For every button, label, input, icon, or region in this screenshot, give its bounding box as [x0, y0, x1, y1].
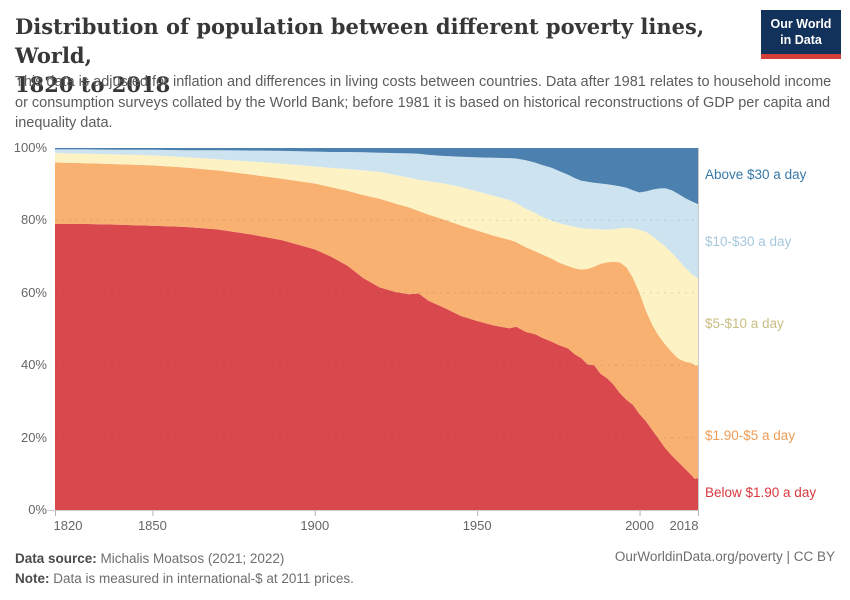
title-line-2: 1820 to 2018 [15, 72, 171, 97]
legend-label--5-10-a-day[interactable]: $5-$10 a day [705, 316, 784, 331]
chart-axes [47, 148, 699, 516]
area--1-90-5-a-day[interactable] [55, 162, 698, 479]
source-label: Data source: [15, 551, 97, 566]
y-axis-label-80: 80% [20, 212, 47, 228]
y-axis-label-100: 100% [13, 140, 47, 155]
footer-note-line: Note: Data is measured in international-… [15, 569, 835, 589]
chart-subtitle: This data is adjusted for inflation and … [15, 74, 832, 132]
area--10-30-a-day[interactable] [55, 149, 698, 279]
legend-label-above-30-a-day[interactable]: Above $30 a day [705, 167, 807, 182]
x-axis-label-2018: 2018 [669, 518, 699, 533]
legend-label-below-1-90-a-day[interactable]: Below $1.90 a day [705, 485, 817, 500]
area--5-10-a-day[interactable] [55, 153, 698, 366]
owid-logo-text: Our World in Data [761, 10, 841, 54]
note-label: Note: [15, 571, 50, 586]
x-axis-label-2000: 2000 [625, 518, 654, 533]
x-axis-label-1900: 1900 [300, 518, 330, 533]
note-value: Data is measured in international-$ at 2… [49, 571, 354, 586]
page-title: Distribution of population between diffe… [15, 12, 745, 99]
y-axis-label-0: 0% [28, 502, 47, 517]
owid-logo-red-bar [761, 53, 841, 59]
footer-source-line: Data source: Michalis Moatsos (2021; 202… [15, 549, 835, 569]
owid-logo[interactable]: Our World in Data [761, 10, 841, 59]
footer-credit-link[interactable]: OurWorldinData.org/poverty | CC BY [614, 549, 835, 564]
y-axis-label-60: 60% [20, 284, 47, 300]
chart-areas[interactable] [55, 148, 698, 510]
title-line-1: Distribution of population between diffe… [15, 14, 705, 68]
y-axis-label-40: 40% [20, 357, 47, 373]
x-axis-label-1950: 1950 [462, 518, 492, 533]
area-above-30-a-day[interactable] [55, 148, 698, 205]
source-value: Michalis Moatsos (2021; 2022) [96, 551, 285, 566]
legend-label--1-90-5-a-day[interactable]: $1.90-$5 a day [705, 428, 796, 443]
area-below-1-90-a-day[interactable] [55, 224, 698, 510]
x-axis-label-1820: 1820 [53, 518, 83, 533]
y-axis-label-20: 20% [20, 429, 47, 445]
x-axis-label-1850: 1850 [137, 518, 167, 533]
chart-footer: Data source: Michalis Moatsos (2021; 202… [15, 549, 835, 589]
legend-label--10-30-a-day[interactable]: $10-$30 a day [705, 234, 792, 249]
